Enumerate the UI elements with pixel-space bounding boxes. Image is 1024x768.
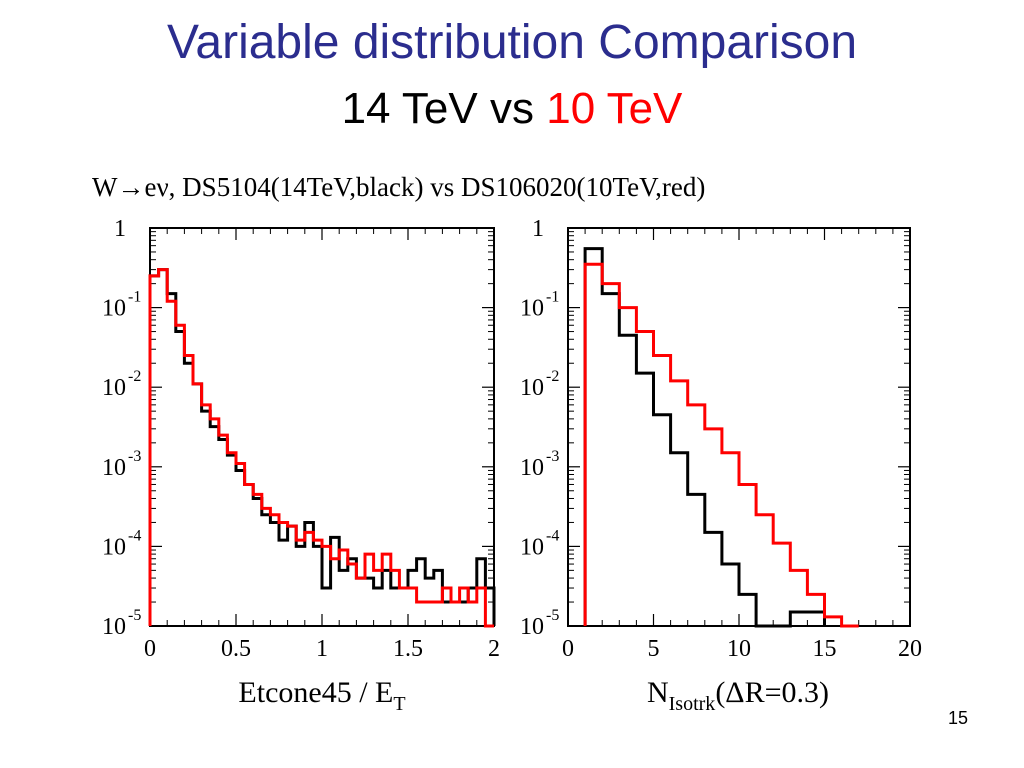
histogram-series-red [583, 262, 859, 628]
y-tick-label: 1 [114, 216, 126, 242]
y-tick-label: 10 [520, 375, 544, 401]
y-tick-exponent: -3 [546, 448, 559, 465]
slide-subtitle: 14 TeV vs 10 TeV [0, 82, 1024, 136]
slide-title: Variable distribution Comparison [166, 16, 858, 69]
x-axis-label-left: Etcone45 / ET [238, 676, 405, 715]
y-tick-exponent: -1 [546, 289, 559, 306]
y-tick-label: 10 [520, 534, 544, 560]
x-tick-label: 2 [488, 636, 500, 662]
y-tick-label: 10 [102, 375, 126, 401]
subtitle-part-14tev: 14 TeV vs [341, 84, 534, 133]
y-tick-label: 10 [102, 296, 126, 322]
x-tick-label: 1.5 [393, 636, 423, 662]
subtitle-part-10tev: 10 TeV [546, 84, 683, 133]
y-tick-exponent: -2 [546, 368, 559, 385]
y-tick-label: 1 [532, 216, 544, 242]
y-tick-exponent: -5 [128, 607, 141, 624]
panel-nisotrk: 110-110-210-310-410-5 0 5 10 15 20 NIsotrk(Δ… [520, 216, 922, 715]
page-number: 15 [947, 708, 968, 728]
x-tick-label: 1 [316, 636, 328, 662]
y-tick-label: 10 [520, 614, 544, 640]
x-tick-label: 15 [813, 636, 837, 662]
y-tick-label: 10 [520, 296, 544, 322]
histogram-series-black [583, 247, 826, 628]
y-tick-exponent: -5 [546, 607, 559, 624]
figure-heading: W→eν, DS5104(14TeV,black) vs DS106020(10… [92, 172, 705, 202]
y-tick-exponent: -3 [128, 448, 141, 465]
x-tick-label: 20 [898, 636, 922, 662]
y-tick-label: 10 [520, 455, 544, 481]
panel-etcone: 110-110-210-310-410-5 0 0.5 1 1.5 2 Etcone45… [102, 216, 500, 715]
y-tick-label: 10 [102, 455, 126, 481]
y-tick-exponent: -1 [128, 289, 141, 306]
y-tick-exponent: -4 [128, 527, 141, 544]
histogram-series-red [148, 268, 494, 628]
y-tick-label: 10 [102, 614, 126, 640]
x-tick-label: 10 [727, 636, 751, 662]
y-tick-exponent: -2 [128, 368, 141, 385]
x-axis-label-right: NIsotrk(ΔR=0.3) [647, 676, 829, 715]
y-tick-label: 10 [102, 534, 126, 560]
y-tick-exponent: -4 [546, 527, 559, 544]
x-tick-label: 5 [648, 636, 660, 662]
x-tick-label: 0 [144, 636, 156, 662]
x-tick-label: 0 [562, 636, 574, 662]
histogram-series-black [148, 268, 496, 626]
x-tick-label: 0.5 [221, 636, 251, 662]
